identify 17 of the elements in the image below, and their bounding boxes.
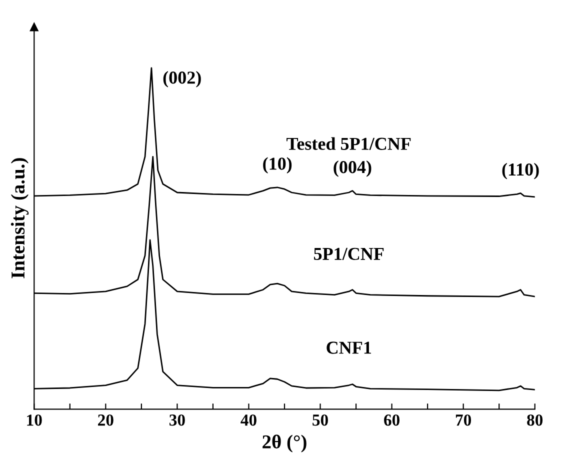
annotation: (002)	[163, 71, 201, 88]
annotation: (004)	[334, 160, 372, 177]
x-tick-label: 80	[527, 414, 543, 426]
y-axis-title: Intensity (a.u.)	[10, 158, 29, 278]
series-label: CNF1	[326, 342, 372, 354]
x-tick-label: 20	[98, 414, 114, 426]
x-tick-label: 30	[169, 414, 185, 426]
x-axis-title: 2θ (°)	[262, 434, 306, 452]
x-tick-label: 50	[312, 414, 328, 426]
x-tick-label: 70	[456, 414, 472, 426]
x-tick-label: 40	[240, 414, 256, 426]
x-tick-label: 10	[27, 414, 42, 426]
annotation: (110)	[502, 162, 539, 180]
x-tick-label: 60	[384, 414, 400, 426]
annotation: (10)	[263, 157, 292, 174]
series-label: 5P1/CNF	[314, 248, 384, 260]
text: Tested 5P1/CNF	[286, 137, 411, 150]
